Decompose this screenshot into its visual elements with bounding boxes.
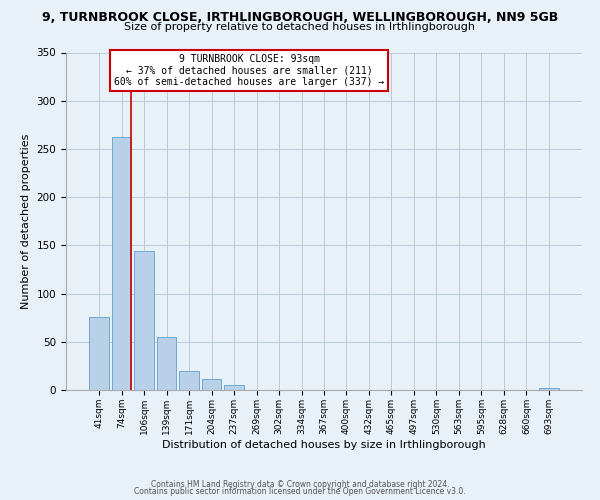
Bar xyxy=(224,385,244,390)
Bar xyxy=(134,251,154,390)
Text: Contains public sector information licensed under the Open Government Licence v3: Contains public sector information licen… xyxy=(134,488,466,496)
Bar xyxy=(89,316,109,390)
Bar xyxy=(539,388,559,390)
Bar xyxy=(112,138,131,390)
Text: Size of property relative to detached houses in Irthlingborough: Size of property relative to detached ho… xyxy=(125,22,476,32)
Bar xyxy=(157,337,176,390)
Bar xyxy=(179,370,199,390)
Bar xyxy=(202,380,221,390)
Y-axis label: Number of detached properties: Number of detached properties xyxy=(21,134,31,309)
Text: 9 TURNBROOK CLOSE: 93sqm
← 37% of detached houses are smaller (211)
60% of semi-: 9 TURNBROOK CLOSE: 93sqm ← 37% of detach… xyxy=(114,54,385,88)
Text: Contains HM Land Registry data © Crown copyright and database right 2024.: Contains HM Land Registry data © Crown c… xyxy=(151,480,449,489)
X-axis label: Distribution of detached houses by size in Irthlingborough: Distribution of detached houses by size … xyxy=(162,440,486,450)
Text: 9, TURNBROOK CLOSE, IRTHLINGBOROUGH, WELLINGBOROUGH, NN9 5GB: 9, TURNBROOK CLOSE, IRTHLINGBOROUGH, WEL… xyxy=(42,11,558,24)
